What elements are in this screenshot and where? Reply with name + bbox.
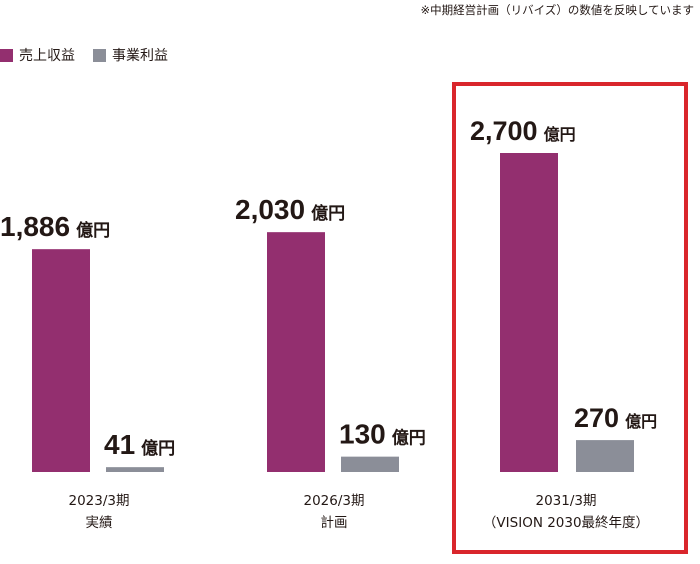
value-number-revenue-1: 2,030 xyxy=(235,194,305,225)
value-label-profit-1: 130 億円 xyxy=(339,419,426,450)
category-label-2023-line1: 2023/3期 xyxy=(68,493,130,509)
value-label-profit-2: 270 億円 xyxy=(574,403,657,433)
value-unit-revenue-0: 億円 xyxy=(76,220,110,240)
value-label-revenue-1: 2,030 億円 xyxy=(235,194,345,225)
legend: 売上収益 事業利益 xyxy=(0,45,186,65)
value-unit-profit-0: 億円 xyxy=(141,438,175,458)
bar-revenue-2 xyxy=(500,153,558,472)
footnote: ※中期経営計画（リバイズ）の数値を反映しています xyxy=(420,3,694,17)
category-label-2031-line2: （VISION 2030最終年度） xyxy=(482,515,650,531)
category-label-2023: 2023/3期 実績 xyxy=(0,490,199,534)
value-number-revenue-0: 1,886 xyxy=(0,211,70,242)
category-label-2023-line2: 実績 xyxy=(85,515,113,531)
category-label-2026: 2026/3期 計画 xyxy=(234,490,434,534)
value-unit-revenue-1: 億円 xyxy=(311,203,345,223)
highlight-frame xyxy=(452,82,688,554)
value-label-revenue-2: 2,700 億円 xyxy=(470,116,576,146)
bar-profit-2 xyxy=(576,440,634,472)
value-unit-profit-1: 億円 xyxy=(392,428,426,448)
legend-item-profit: 事業利益 xyxy=(93,45,168,65)
value-unit-profit-2: 億円 xyxy=(625,412,657,431)
value-number-profit-1: 130 xyxy=(339,419,386,450)
value-number-profit-2: 270 xyxy=(574,403,619,433)
value-number-revenue-2: 2,700 xyxy=(470,116,538,146)
legend-label-revenue: 売上収益 xyxy=(19,48,75,64)
bar-profit-0 xyxy=(106,467,164,472)
bar-revenue-0 xyxy=(32,249,90,472)
value-label-revenue-0: 1,886 億円 xyxy=(0,211,110,242)
bar-profit-1 xyxy=(341,456,399,472)
bar-revenue-1 xyxy=(267,232,325,472)
value-number-profit-0: 41 xyxy=(104,429,135,460)
category-label-2031: 2031/3期 （VISION 2030最終年度） xyxy=(466,490,666,534)
category-label-2026-line1: 2026/3期 xyxy=(303,493,365,509)
legend-swatch-revenue xyxy=(0,48,13,62)
legend-item-revenue: 売上収益 xyxy=(0,45,75,65)
legend-label-profit: 事業利益 xyxy=(112,48,168,64)
category-label-2026-line2: 計画 xyxy=(320,515,348,531)
legend-swatch-profit xyxy=(93,48,106,62)
category-label-2031-line1: 2031/3期 xyxy=(535,493,597,509)
value-label-profit-0: 41 億円 xyxy=(104,429,175,460)
value-unit-revenue-2: 億円 xyxy=(544,125,576,144)
